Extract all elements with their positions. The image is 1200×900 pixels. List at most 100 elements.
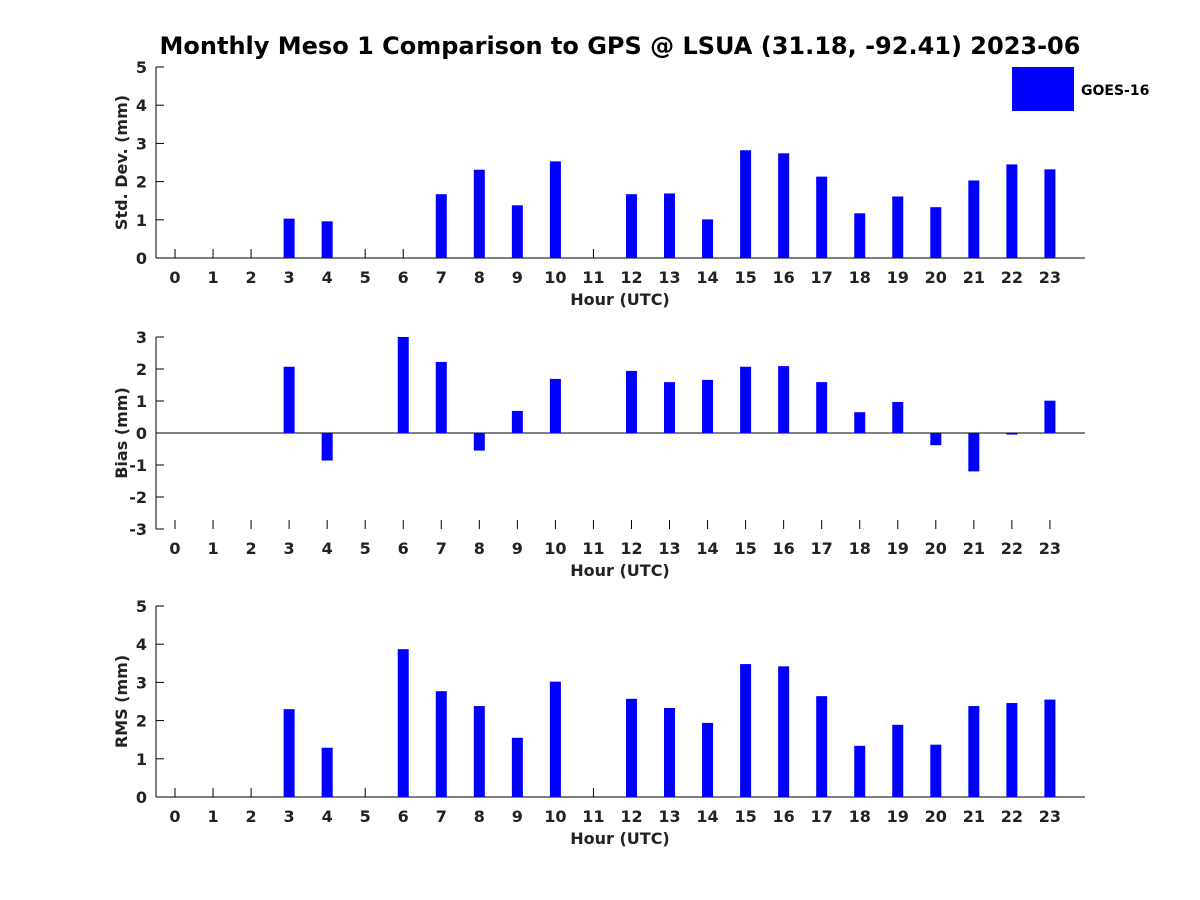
- x-tick-label: 2: [246, 807, 257, 826]
- x-tick-label: 16: [773, 268, 795, 287]
- x-tick-label: 13: [658, 268, 680, 287]
- bar-bias-hour-23: [1044, 400, 1056, 433]
- x-tick-label: 18: [849, 539, 871, 558]
- x-tick-label: 3: [284, 807, 295, 826]
- bar-bias-hour-7: [435, 361, 447, 433]
- bar-std-dev-hour-17: [816, 176, 828, 258]
- x-tick-label: 2: [246, 539, 257, 558]
- bar-std-dev-hour-21: [968, 180, 980, 258]
- bar-bias-hour-6: [397, 337, 409, 433]
- bar-std-dev-hour-8: [473, 169, 485, 258]
- x-tick-label: 19: [887, 807, 909, 826]
- bar-bias-hour-19: [892, 401, 904, 433]
- x-tick-label: 4: [322, 807, 333, 826]
- x-tick-label: 12: [620, 539, 642, 558]
- x-tick-label: 0: [169, 268, 180, 287]
- x-tick-label: 7: [436, 268, 447, 287]
- x-tick-label: 22: [1001, 539, 1023, 558]
- bar-rms-hour-15: [740, 664, 752, 797]
- x-tick-label: 15: [734, 539, 756, 558]
- bar-bias-hour-12: [625, 370, 637, 433]
- y-tick-label: 4: [136, 96, 147, 115]
- x-axis-label: Hour (UTC): [570, 561, 670, 580]
- x-tick-label: 6: [398, 539, 409, 558]
- x-tick-label: 8: [474, 807, 485, 826]
- bar-bias-hour-9: [511, 410, 523, 433]
- y-tick-label: -3: [129, 520, 147, 539]
- bar-rms-hour-7: [435, 691, 447, 797]
- x-tick-label: 22: [1001, 268, 1023, 287]
- bar-rms-hour-23: [1044, 699, 1056, 797]
- bar-rms-hour-17: [816, 696, 828, 797]
- x-tick-label: 23: [1039, 539, 1061, 558]
- x-tick-label: 23: [1039, 807, 1061, 826]
- x-tick-label: 20: [925, 268, 947, 287]
- bar-bias-hour-18: [854, 412, 866, 433]
- x-tick-label: 19: [887, 539, 909, 558]
- x-tick-label: 18: [849, 268, 871, 287]
- x-tick-label: 6: [398, 807, 409, 826]
- bar-std-dev-hour-10: [549, 161, 561, 258]
- x-tick-label: 13: [658, 807, 680, 826]
- bar-rms-hour-3: [283, 709, 295, 797]
- x-tick-label: 21: [963, 539, 985, 558]
- bar-bias-hour-14: [702, 379, 714, 433]
- x-axis-label: Hour (UTC): [570, 829, 670, 848]
- bar-std-dev-hour-23: [1044, 169, 1056, 258]
- x-tick-label: 0: [169, 539, 180, 558]
- y-axis-label: Bias (mm): [112, 387, 131, 479]
- x-tick-label: 9: [512, 539, 523, 558]
- x-tick-label: 17: [811, 807, 833, 826]
- bar-rms-hour-12: [625, 698, 637, 797]
- x-tick-label: 14: [696, 268, 718, 287]
- y-tick-label: 3: [136, 673, 147, 692]
- bar-std-dev-hour-22: [1006, 164, 1018, 258]
- x-axis-label: Hour (UTC): [570, 290, 670, 309]
- x-tick-label: 5: [360, 539, 371, 558]
- x-tick-label: 11: [582, 268, 604, 287]
- x-tick-label: 8: [474, 268, 485, 287]
- bar-bias-hour-8: [473, 433, 485, 451]
- x-tick-label: 4: [322, 539, 333, 558]
- bar-rms-hour-9: [511, 737, 523, 797]
- x-tick-label: 7: [436, 807, 447, 826]
- bar-bias-hour-10: [549, 378, 561, 433]
- y-tick-label: 0: [136, 788, 147, 807]
- bar-rms-hour-13: [664, 707, 676, 797]
- legend-label: GOES-16: [1081, 83, 1149, 99]
- bar-bias-hour-21: [968, 433, 980, 472]
- x-tick-label: 14: [696, 807, 718, 826]
- y-tick-label: 1: [136, 750, 147, 769]
- x-tick-label: 15: [734, 807, 756, 826]
- y-tick-label: 5: [136, 597, 147, 616]
- bar-bias-hour-3: [283, 366, 295, 433]
- x-tick-label: 13: [658, 539, 680, 558]
- x-tick-label: 12: [620, 268, 642, 287]
- bar-std-dev-hour-20: [930, 207, 942, 258]
- bar-std-dev-hour-19: [892, 196, 904, 258]
- y-tick-label: -1: [129, 456, 147, 475]
- x-tick-label: 3: [284, 268, 295, 287]
- bar-rms-hour-18: [854, 745, 866, 797]
- x-tick-label: 7: [436, 539, 447, 558]
- y-tick-label: 2: [136, 360, 147, 379]
- x-tick-label: 11: [582, 539, 604, 558]
- chart-title: Monthly Meso 1 Comparison to GPS @ LSUA …: [160, 32, 1081, 60]
- legend: GOES-16: [1012, 67, 1149, 111]
- x-tick-label: 14: [696, 539, 718, 558]
- x-tick-label: 6: [398, 268, 409, 287]
- x-tick-label: 1: [207, 807, 218, 826]
- x-tick-label: 22: [1001, 807, 1023, 826]
- x-tick-label: 10: [544, 807, 566, 826]
- x-tick-label: 19: [887, 268, 909, 287]
- x-tick-label: 3: [284, 539, 295, 558]
- x-tick-label: 21: [963, 268, 985, 287]
- x-tick-label: 15: [734, 268, 756, 287]
- y-tick-label: 3: [136, 328, 147, 347]
- bar-bias-hour-4: [321, 433, 333, 461]
- bar-rms-hour-21: [968, 706, 980, 797]
- x-tick-label: 18: [849, 807, 871, 826]
- bar-rms-hour-19: [892, 724, 904, 797]
- bar-bias-hour-22: [1006, 433, 1018, 435]
